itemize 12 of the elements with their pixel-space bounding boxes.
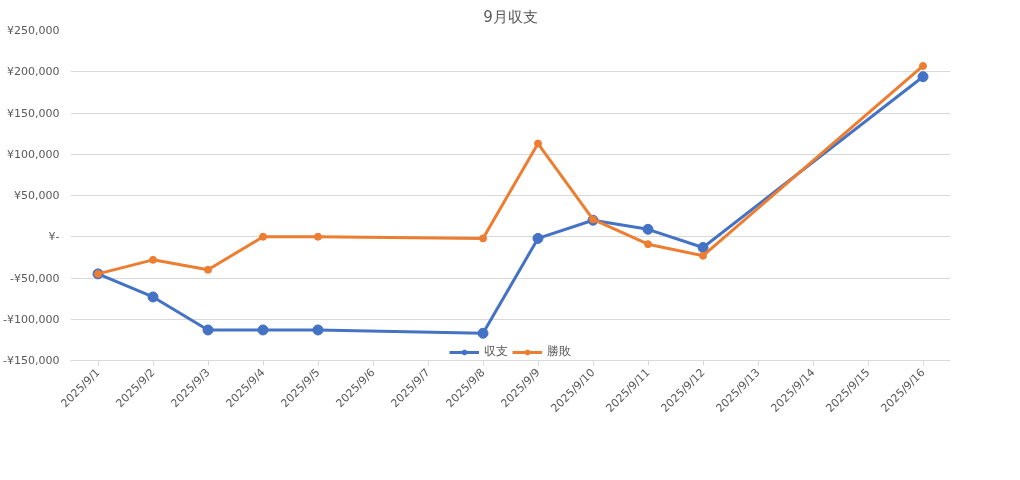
- legend-label: 勝敗: [547, 343, 571, 360]
- y-tick-label: -¥150,000: [3, 354, 60, 367]
- chart-title: 9月収支: [483, 7, 538, 26]
- y-tick-label: ¥100,000: [7, 147, 60, 161]
- legend-label: 収支: [484, 343, 508, 360]
- y-tick-label: -¥50,000: [10, 271, 60, 285]
- y-tick-label: ¥150,000: [7, 106, 60, 120]
- y-tick-label: -¥100,000: [3, 312, 60, 326]
- y-tick-label: ¥-: [48, 230, 60, 244]
- y-tick-label: ¥250,000: [7, 24, 60, 37]
- y-tick-label: ¥50,000: [14, 189, 60, 202]
- y-tick-label: ¥200,000: [7, 65, 60, 79]
